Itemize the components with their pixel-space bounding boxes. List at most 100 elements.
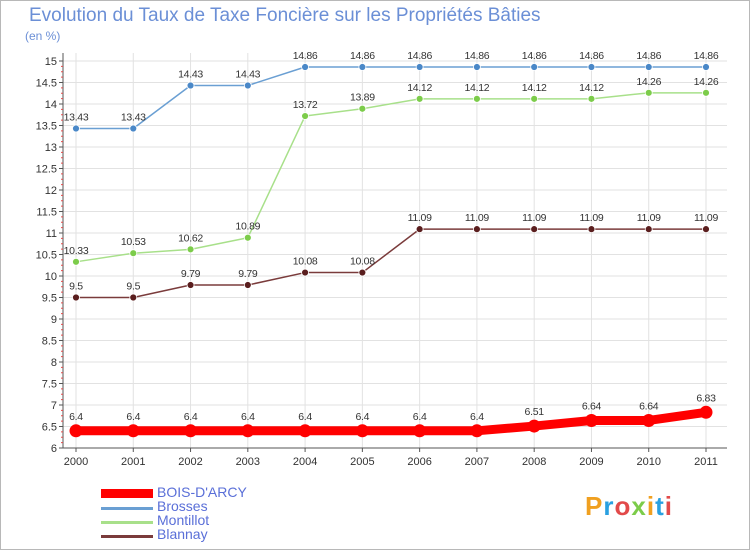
data-label-montillot: 13.72 [293, 99, 318, 111]
logo-letter: t [655, 491, 665, 521]
point-brosses [644, 63, 653, 71]
x-tick-label: 2001 [121, 456, 145, 468]
data-label-montillot: 10.89 [235, 221, 260, 233]
point-montillot [72, 257, 80, 266]
legend-swatch [101, 521, 153, 524]
data-label-brosses: 13.43 [121, 112, 146, 124]
x-axis-ticks: 2000 2001 2002 2003 2004 2005 2006 2007 2008 2009… [64, 448, 718, 468]
point-bois-d-arcy [241, 424, 255, 438]
legend-label: BOIS-D'ARCY [157, 484, 247, 500]
y-tick-label: 13.5 [36, 121, 57, 133]
point-montillot [587, 94, 596, 103]
data-label-bois-d-arcy: 6.4 [356, 411, 370, 423]
data-label-bois-d-arcy: 6.51 [525, 406, 545, 418]
y-tick-label: 10.5 [36, 250, 57, 262]
point-blannay [301, 268, 309, 277]
y-axis-ticks: 6 6.5 7 7.5 8 8.5 9 9.5 10 10.5 11 11.5 12 12.5 13 13.5… [36, 56, 63, 455]
point-brosses [587, 63, 596, 71]
data-label-brosses: 14.43 [235, 69, 260, 81]
x-tick-label: 2010 [636, 456, 660, 468]
series-line-montillot [75, 92, 707, 263]
data-label-blannay: 11.09 [694, 212, 718, 224]
data-label-brosses: 14.86 [293, 50, 318, 62]
proxiti-logo: Proxiti [585, 491, 673, 522]
x-tick-label: 2005 [350, 456, 374, 468]
logo-letter: o [614, 491, 632, 521]
point-montillot [129, 249, 138, 258]
legend-label: Blannay [157, 526, 208, 542]
point-bois-d-arcy [355, 424, 369, 438]
point-brosses [473, 63, 481, 71]
logo-letter: r [603, 491, 615, 521]
data-label-bois-d-arcy: 6.4 [298, 411, 312, 423]
grid-lines [63, 53, 727, 449]
point-blannay [358, 268, 367, 277]
point-bois-d-arcy [298, 424, 312, 438]
point-bois-d-arcy [699, 405, 713, 419]
point-blannay [530, 225, 539, 234]
data-label-blannay: 10.08 [350, 256, 375, 268]
axes [62, 53, 727, 449]
point-brosses [129, 124, 138, 133]
data-label-brosses: 14.86 [579, 50, 604, 62]
y-tick-label: 7.5 [42, 379, 57, 391]
data-label-blannay: 11.09 [408, 212, 432, 224]
point-bois-d-arcy [642, 413, 656, 427]
data-label-blannay: 11.09 [522, 212, 546, 224]
y-tick-label: 11 [46, 228, 57, 240]
data-label-montillot: 10.33 [64, 245, 89, 257]
x-tick-label: 2006 [407, 456, 431, 468]
point-bois-d-arcy [184, 424, 198, 438]
y-unit-label: (en %) [25, 29, 61, 43]
x-tick-label: 2007 [465, 456, 489, 468]
data-label-bois-d-arcy: 6.64 [639, 400, 659, 412]
y-tick-label: 13 [45, 142, 57, 154]
point-bois-d-arcy [584, 413, 598, 427]
x-tick-label: 2004 [293, 456, 317, 468]
point-brosses [530, 63, 539, 71]
x-tick-label: 2008 [522, 456, 546, 468]
point-brosses [186, 81, 195, 90]
point-blannay [186, 281, 195, 289]
logo-letter: i [646, 491, 656, 521]
legend-label: Brosses [157, 498, 208, 514]
point-brosses [358, 63, 367, 71]
point-blannay [243, 281, 252, 289]
point-blannay [473, 225, 481, 234]
x-tick-label: 2002 [178, 456, 202, 468]
y-tick-label: 9.5 [42, 293, 57, 305]
data-label-montillot: 14.26 [636, 76, 661, 88]
y-tick-label: 14 [45, 99, 57, 111]
data-label-bois-d-arcy: 6.64 [582, 400, 602, 412]
legend-swatch [101, 535, 153, 538]
y-tick-label: 15 [45, 56, 57, 68]
point-blannay [587, 225, 596, 234]
point-bois-d-arcy [126, 424, 140, 438]
logo-letter: x [631, 491, 647, 521]
data-label-bois-d-arcy: 6.4 [126, 411, 140, 423]
data-label-montillot: 10.53 [121, 236, 146, 248]
point-brosses [415, 63, 424, 71]
legend-label: Montillot [157, 512, 210, 528]
data-label-blannay: 9.5 [69, 281, 83, 293]
data-label-blannay: 11.09 [465, 212, 489, 224]
data-label-montillot: 14.12 [407, 82, 432, 94]
logo-letter: i [664, 491, 673, 521]
data-label-brosses: 14.86 [636, 50, 661, 62]
data-label-montillot: 14.12 [579, 82, 604, 94]
point-montillot [301, 112, 309, 120]
data-label-montillot: 14.26 [694, 76, 719, 88]
point-blannay [415, 225, 424, 234]
point-bois-d-arcy [69, 424, 83, 438]
y-tick-label: 14.5 [36, 78, 57, 90]
data-label-brosses: 14.86 [350, 50, 375, 62]
x-tick-label: 2000 [64, 456, 88, 468]
point-blannay [129, 293, 138, 302]
legend-swatch [101, 489, 153, 498]
data-label-brosses: 13.43 [64, 112, 89, 124]
y-tick-label: 7 [51, 400, 57, 412]
legend-swatch [101, 507, 153, 510]
data-label-blannay: 11.09 [637, 212, 661, 224]
data-label-bois-d-arcy: 6.4 [184, 411, 198, 423]
series-line-bois-d-arcy [71, 407, 711, 436]
